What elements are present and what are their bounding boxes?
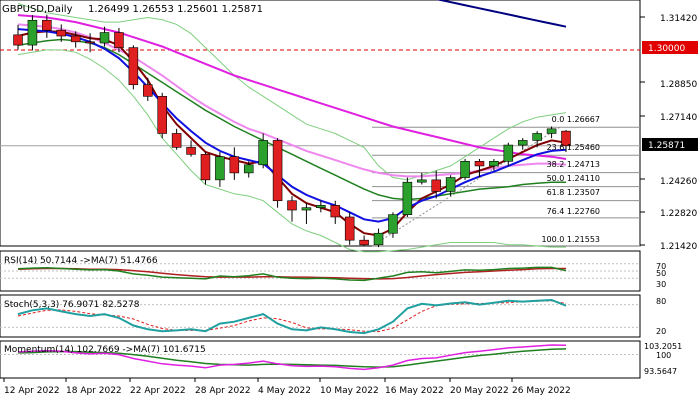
time-label: 16 May 2022 — [385, 386, 444, 396]
bear-candle — [272, 140, 283, 202]
momentum-panel — [0, 340, 641, 379]
stoch-label: Stoch(5,3,3) 76.9071 82.5278 — [4, 300, 140, 310]
bear-candle — [143, 84, 153, 97]
momentum-label: Momentum(14) 102.7669 ->MA(7) 101.6715 — [4, 345, 206, 355]
bull-candle — [445, 177, 456, 192]
symbol-label: GBPUSD,Daily — [2, 4, 73, 15]
fib-label: 100.0 1.21553 — [541, 235, 600, 244]
time-label: 10 May 2022 — [320, 386, 379, 396]
bear-candle — [85, 41, 95, 44]
bear-candle — [114, 32, 124, 48]
price-panel — [0, 0, 641, 247]
price-tick: 1.27140 — [660, 113, 697, 123]
fib-trend-line — [371, 126, 561, 247]
momentum-line — [17, 344, 567, 371]
momentum-ma-line — [17, 348, 567, 368]
bull-candle — [503, 144, 514, 162]
bull-candle — [460, 161, 470, 178]
bull-candle — [27, 19, 38, 46]
rsi-tick: 70 — [656, 262, 666, 271]
bear-candle — [157, 96, 167, 134]
bear-candle — [70, 35, 81, 43]
rsi-tick: 30 — [656, 280, 666, 289]
price-tick: 1.31420 — [660, 14, 697, 24]
time-label: 20 May 2022 — [450, 386, 509, 396]
time-label: 26 May 2022 — [512, 386, 571, 396]
fib-label: 0.0 1.26667 — [552, 115, 600, 124]
bull-candle — [532, 133, 542, 141]
fib-label: 38.2 1.24713 — [547, 160, 600, 169]
current-price-badge — [642, 138, 698, 151]
bull-candle — [215, 156, 225, 181]
bear-candle — [171, 133, 182, 148]
rsi-line — [17, 266, 567, 282]
time-label: 4 May 2022 — [258, 386, 311, 396]
stoch-k-line — [17, 298, 567, 335]
fib-label: 61.8 1.23507 — [547, 188, 600, 197]
bear-candle — [474, 161, 485, 167]
level-price-label: 1.30000 — [648, 44, 685, 54]
stoch-tick: 20 — [656, 327, 666, 336]
band-upper-line — [17, 3, 567, 181]
fib-label: 76.4 1.22760 — [547, 207, 600, 216]
bull-candle — [258, 140, 268, 166]
bear-candle — [287, 200, 297, 211]
time-label: 12 Apr 2022 — [4, 386, 60, 396]
rsi-tick: 50 — [656, 269, 666, 278]
price-tick: 1.22820 — [660, 209, 697, 219]
current-price-label: 1.25871 — [648, 141, 685, 151]
bull-candle — [517, 140, 528, 146]
ohlc-readout: 1.26499 1.26553 1.25601 1.25871 — [88, 4, 263, 15]
ma-slow-line — [17, 30, 567, 237]
bear-candle — [561, 130, 571, 147]
bull-candle — [489, 161, 499, 167]
rsi-label: RSI(14) 50.7144 ->MA(7) 51.4766 — [4, 256, 158, 266]
bear-candle — [330, 205, 341, 218]
ma-magenta-line — [17, 14, 567, 160]
bear-candle — [42, 19, 52, 31]
level-price-badge — [642, 41, 698, 54]
bull-candle — [417, 179, 427, 183]
bull-candle — [316, 205, 326, 209]
bull-candle — [99, 32, 110, 44]
fib-label: 23.6 1.25460 — [547, 143, 600, 152]
bull-candle — [243, 164, 254, 174]
bull-candle — [301, 207, 312, 211]
momentum-tick: 103.2051 — [644, 342, 682, 351]
price-tick: 1.21420 — [660, 242, 697, 252]
bear-candle — [229, 156, 240, 174]
band-lower-line — [17, 49, 566, 253]
bear-candle — [200, 154, 211, 181]
time-label: 22 Apr 2022 — [130, 386, 186, 396]
momentum-tick: 93.5647 — [644, 367, 677, 376]
bear-candle — [56, 29, 67, 37]
ma-green-line — [17, 38, 566, 201]
bull-candle — [373, 232, 384, 246]
bear-candle — [13, 34, 23, 46]
bear-candle — [431, 179, 441, 192]
stoch-tick: 80 — [656, 297, 666, 306]
bull-candle — [546, 128, 557, 134]
fib-label: 50.0 1.24110 — [547, 174, 600, 183]
time-label: 28 Apr 2022 — [195, 386, 251, 396]
ma-fast-line — [17, 28, 567, 223]
momentum-tick: 100 — [656, 351, 671, 360]
time-label: 18 Apr 2022 — [66, 386, 122, 396]
bear-candle — [186, 147, 196, 155]
ma-navy-line — [435, 0, 567, 28]
bull-candle — [402, 181, 413, 215]
price-tick: 1.24260 — [660, 177, 697, 187]
price-tick: 1.28850 — [660, 80, 697, 90]
bear-candle — [359, 239, 369, 246]
bull-candle — [388, 214, 398, 234]
bear-candle — [128, 47, 139, 86]
bear-candle — [344, 216, 355, 241]
